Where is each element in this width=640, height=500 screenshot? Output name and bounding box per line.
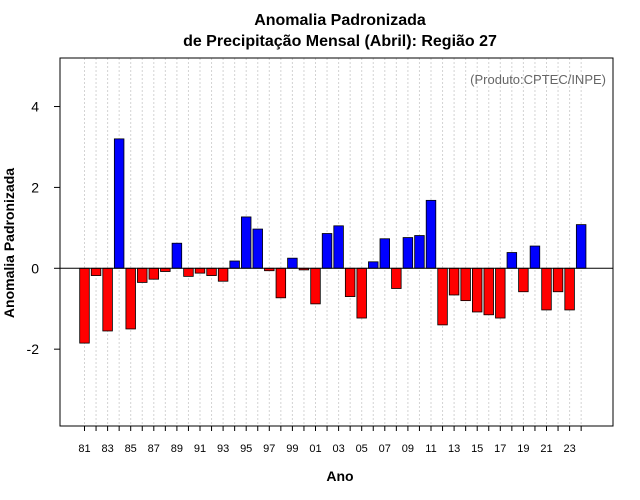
- bar-10: [414, 235, 425, 269]
- y-tick-label: 2: [31, 179, 39, 195]
- bar-02: [321, 233, 333, 269]
- chart-title-line2: de Precipitação Mensal (Abril): Região 2…: [183, 33, 497, 50]
- vertical-gridlines: [84, 58, 582, 426]
- x-axis-title: Ano: [326, 468, 353, 484]
- x-tick-label: 23: [563, 443, 575, 455]
- bar-06: [368, 261, 379, 269]
- bar-07: [379, 238, 391, 269]
- bar-98: [275, 267, 287, 299]
- bar-92: [206, 267, 217, 276]
- y-tick-label: -2: [27, 341, 40, 357]
- x-tick-label: 89: [171, 443, 183, 455]
- bar-90: [183, 267, 194, 277]
- bar-84: [113, 138, 125, 269]
- bar-05: [356, 267, 367, 319]
- x-tick-label: 11: [425, 443, 436, 455]
- bar-03: [333, 225, 344, 269]
- bar-21: [541, 267, 552, 311]
- x-tick-label: 87: [148, 443, 160, 455]
- bar-17: [495, 267, 506, 319]
- y-axis: -2 0 2 4: [27, 99, 60, 357]
- bar-96: [252, 228, 263, 269]
- x-tick-label: 03: [332, 443, 344, 455]
- bar-87: [148, 267, 160, 280]
- x-tick-label: 91: [194, 443, 206, 455]
- x-tick-label: 17: [494, 443, 506, 455]
- y-tick-label: 0: [31, 260, 39, 276]
- bar-08: [391, 267, 402, 289]
- bar-83: [102, 267, 113, 332]
- bar-22: [552, 267, 564, 293]
- x-tick-label: 05: [356, 443, 368, 455]
- x-axis: 81 83 85 87 89 91 93 95 97 99 01 03 05 07 09 11 13 15 17 19…: [78, 426, 582, 455]
- x-tick-label: 81: [78, 443, 90, 455]
- x-tick-label: 21: [540, 443, 552, 455]
- bar-94: [229, 260, 240, 269]
- x-tick-label: 99: [286, 443, 298, 455]
- bar-93: [217, 267, 229, 282]
- chart-title-line1: Anomalia Padronizada: [254, 12, 426, 29]
- x-tick-label: 09: [402, 443, 414, 455]
- x-tick-label: 13: [448, 443, 460, 455]
- x-tick-label: 85: [125, 443, 137, 455]
- x-tick-label: 97: [263, 443, 275, 455]
- bar-85: [125, 267, 136, 330]
- plot-frame: [59, 57, 614, 427]
- bar-99: [287, 257, 298, 269]
- x-tick-label: 01: [309, 443, 321, 455]
- bar-16: [483, 267, 494, 316]
- bar-24: [575, 224, 587, 269]
- bar-14: [460, 267, 471, 302]
- bar-89: [171, 242, 183, 269]
- bar-01: [310, 267, 321, 305]
- bars: [79, 138, 587, 344]
- bar-20: [529, 245, 541, 269]
- bar-91: [194, 267, 206, 274]
- bar-09: [402, 237, 414, 269]
- bar-15: [471, 267, 483, 313]
- x-tick-label: 93: [217, 443, 229, 455]
- bar-23: [564, 267, 575, 311]
- bar-86: [137, 267, 148, 283]
- bar-04: [344, 267, 356, 297]
- bar-82: [90, 267, 102, 276]
- y-tick-label: 4: [31, 99, 39, 115]
- credit-label: (Produto:CPTEC/INPE): [470, 72, 606, 87]
- bar-12: [437, 267, 448, 326]
- x-tick-label: 15: [471, 443, 483, 455]
- x-tick-label: 95: [240, 443, 252, 455]
- x-tick-label: 19: [517, 443, 529, 455]
- bar-95: [240, 216, 252, 269]
- bar-11: [425, 199, 437, 269]
- bar-19: [518, 267, 529, 293]
- bar-18: [506, 252, 518, 269]
- bar-13: [448, 267, 460, 296]
- bar-81: [79, 267, 90, 344]
- x-tick-label: 83: [101, 443, 113, 455]
- x-tick-label: 07: [379, 443, 391, 455]
- y-axis-title: Anomalia Padronizada: [1, 168, 17, 318]
